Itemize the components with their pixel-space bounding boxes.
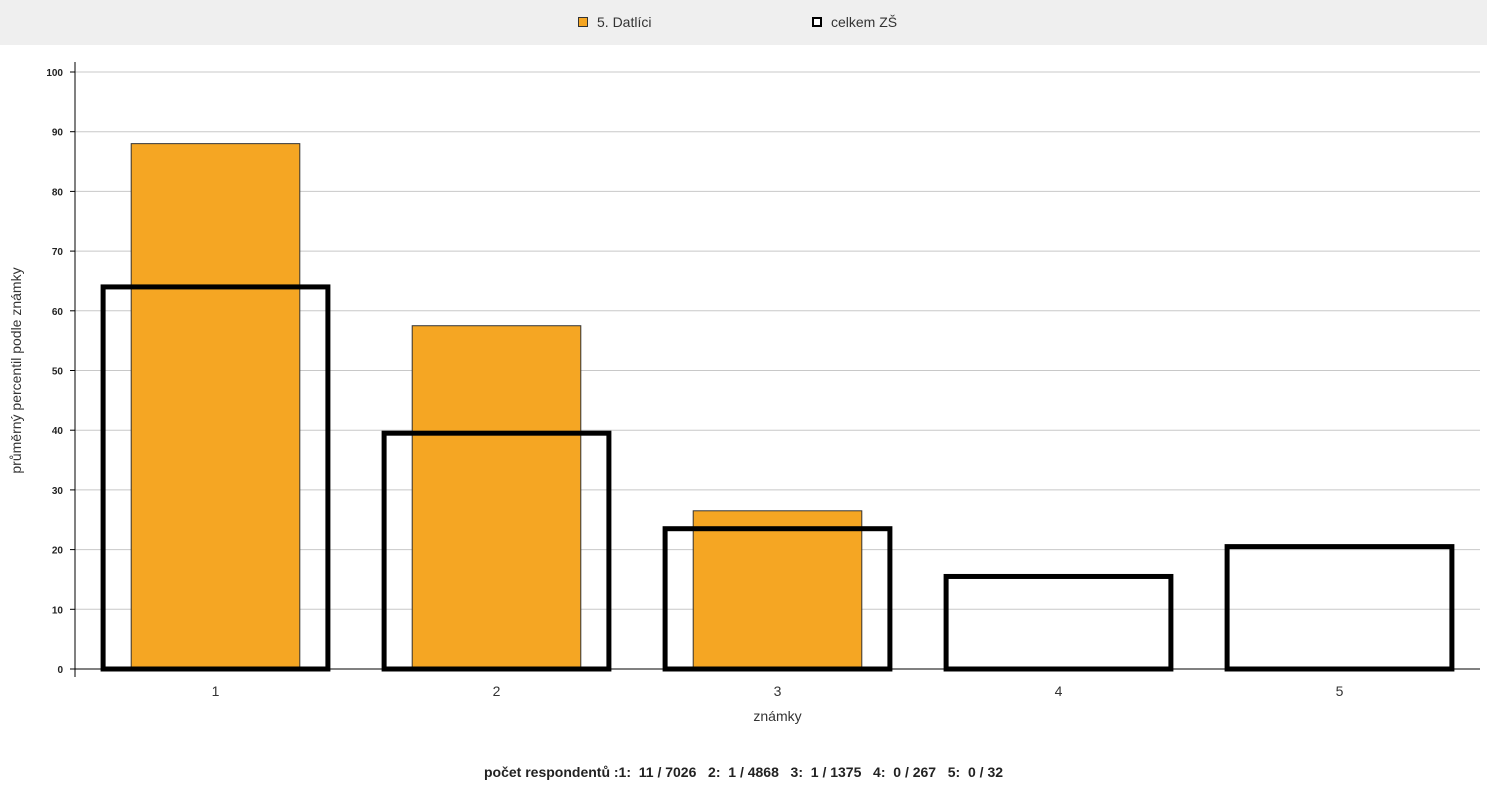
x-axis-title: známky (753, 708, 801, 724)
legend-item-datlici[interactable]: 5. Datlíci (578, 12, 651, 32)
legend-label-celkem: celkem ZŠ (831, 14, 898, 30)
y-tick-label: 70 (52, 247, 64, 258)
y-tick-label: 30 (52, 486, 64, 497)
legend-label-datlici: 5. Datlíci (597, 14, 652, 30)
y-tick-label: 60 (52, 307, 64, 318)
bar-celkem-2 (381, 430, 612, 672)
bar-datlici-2 (411, 325, 582, 670)
bar-datlici-3 (692, 510, 863, 670)
y-tick-label: 100 (46, 68, 63, 79)
bar-datlici-1 (130, 143, 301, 670)
x-tick-label: 1 (212, 683, 220, 699)
x-tick-label: 5 (1336, 683, 1344, 699)
legend-swatch-datlici (578, 17, 588, 27)
x-tick-label: 3 (774, 683, 782, 699)
respondent-count-note: počet respondentů :1: 11 / 7026 2: 1 / 4… (483, 764, 1004, 780)
legend-swatch-celkem (812, 17, 822, 27)
y-axis-title: průměrný percentil podle známky (8, 267, 24, 473)
legend-item-celkem[interactable]: celkem ZŠ (812, 12, 897, 32)
bar-celkem-3 (662, 526, 893, 672)
y-tick-label: 0 (57, 665, 63, 676)
legend: 5. Datlíci celkem ZŠ (0, 0, 1487, 45)
y-tick-label: 80 (52, 187, 64, 198)
bar-celkem-5 (1224, 544, 1455, 672)
y-tick-label: 10 (52, 605, 64, 616)
y-tick-label: 50 (52, 367, 64, 378)
x-tick-label: 4 (1055, 683, 1063, 699)
x-tick-label: 2 (493, 683, 501, 699)
y-tick-label: 40 (52, 426, 64, 437)
bar-celkem-1 (100, 284, 331, 672)
bar-celkem-4 (943, 573, 1174, 672)
y-tick-label: 90 (52, 128, 64, 139)
y-tick-label: 20 (52, 546, 64, 557)
